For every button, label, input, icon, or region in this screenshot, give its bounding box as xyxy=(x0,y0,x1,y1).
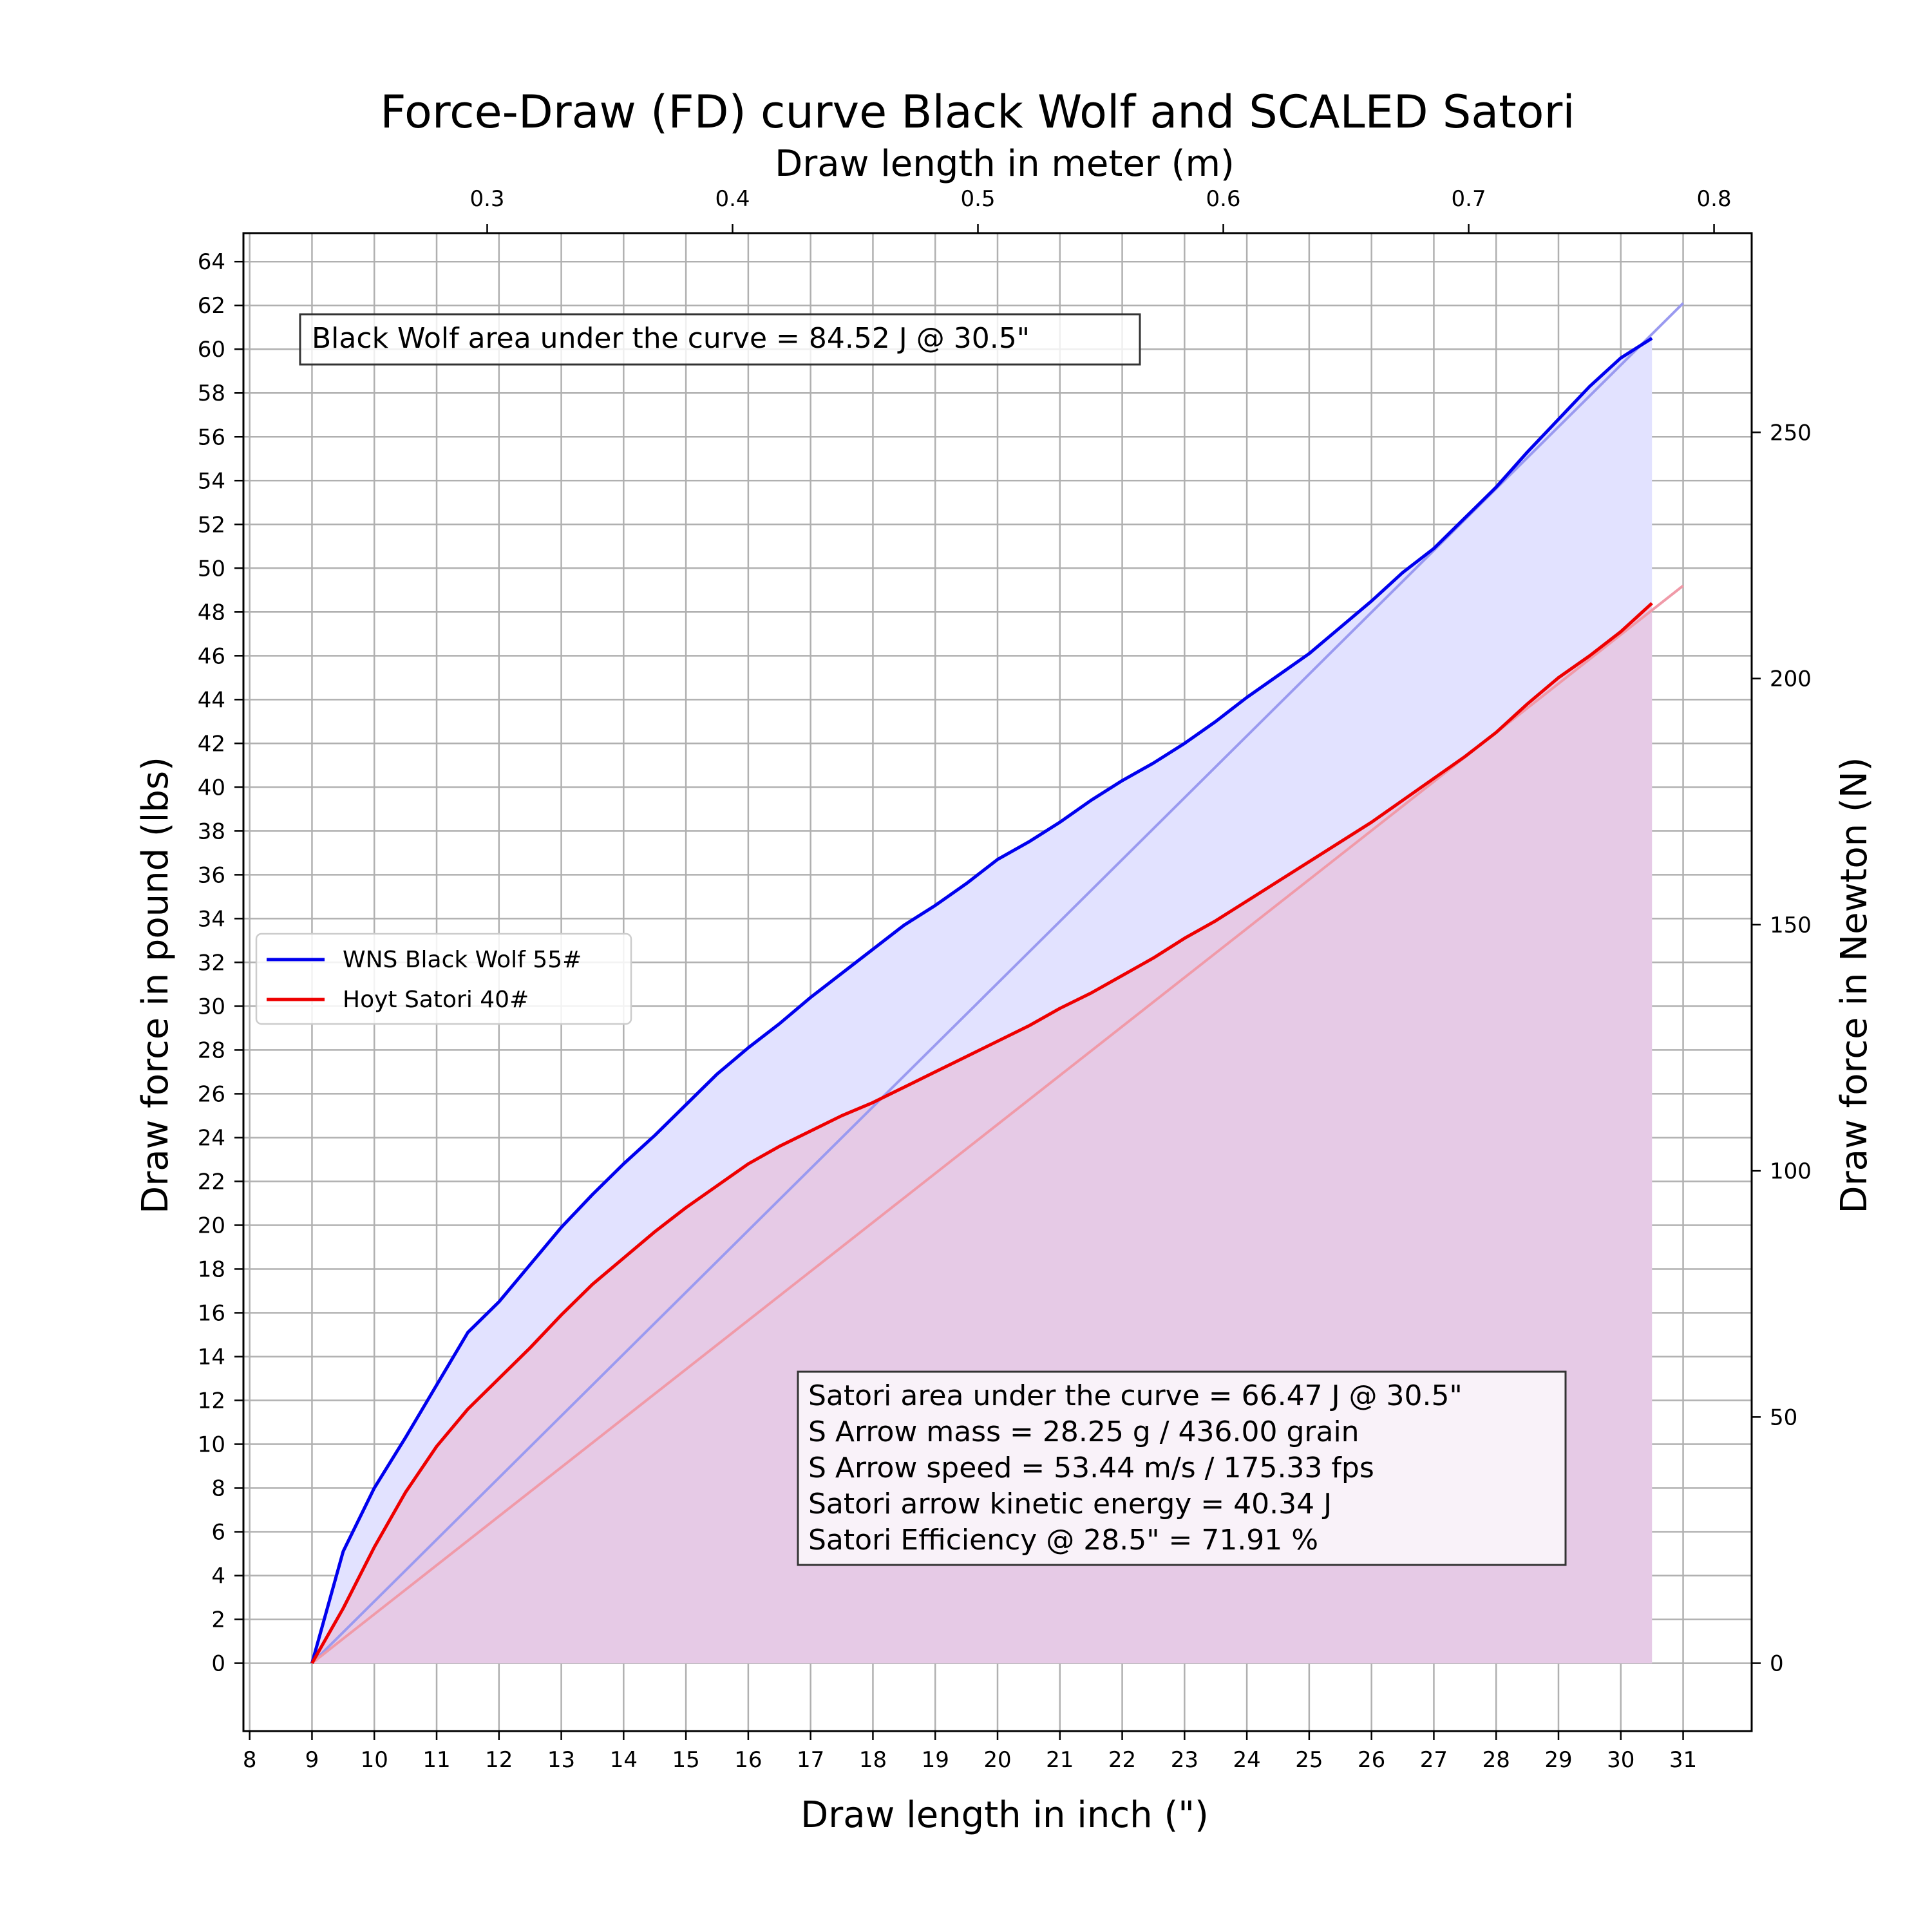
y2-tick-label: 150 xyxy=(1770,913,1812,938)
y-tick-label: 64 xyxy=(198,249,225,275)
y-tick-label: 20 xyxy=(198,1213,225,1238)
x-tick-label: 22 xyxy=(1108,1747,1136,1773)
y2-tick-label: 0 xyxy=(1770,1651,1784,1677)
y-tick-label: 16 xyxy=(198,1300,225,1326)
black-wolf-annotation-frame xyxy=(299,313,1141,366)
satori-annotation-line: Satori arrow kinetic energy = 40.34 J xyxy=(808,1488,1332,1520)
x-tick-label: 24 xyxy=(1233,1747,1260,1773)
x-axis-label: Draw length in inch (") xyxy=(800,1794,1209,1836)
y-tick-label: 8 xyxy=(211,1476,225,1502)
black-wolf-annotation-box: Black Wolf area under the curve = 84.52 … xyxy=(299,313,1141,366)
y-tick-label: 12 xyxy=(198,1388,225,1414)
x-tick-label: 25 xyxy=(1295,1747,1323,1773)
x-tick-label: 9 xyxy=(305,1747,319,1773)
satori-annotation-frame xyxy=(797,1370,1567,1566)
y-tick-label: 62 xyxy=(198,293,225,319)
y-tick-label: 34 xyxy=(198,906,225,932)
x2-tick-label: 0.6 xyxy=(1206,186,1240,212)
satori-annotation-box: Satori area under the curve = 66.47 J @ … xyxy=(797,1370,1567,1566)
x-tick-label: 16 xyxy=(734,1747,762,1773)
y-tick-label: 6 xyxy=(211,1520,225,1546)
y-tick-label: 32 xyxy=(198,950,225,976)
y-tick-label: 14 xyxy=(198,1345,225,1370)
x-tick-label: 17 xyxy=(797,1747,824,1773)
x-tick-label: 13 xyxy=(547,1747,575,1773)
x2-tick-label: 0.4 xyxy=(715,186,750,212)
x-tick-label: 31 xyxy=(1669,1747,1697,1773)
y-tick-label: 50 xyxy=(198,556,225,582)
y2-tick-label: 50 xyxy=(1770,1405,1797,1430)
x-tick-label: 29 xyxy=(1544,1747,1572,1773)
y-tick-label: 24 xyxy=(198,1125,225,1151)
y-tick-label: 22 xyxy=(198,1169,225,1195)
y-tick-label: 52 xyxy=(198,512,225,538)
x-tick-label: 27 xyxy=(1420,1747,1448,1773)
satori-annotation-line: S Arrow mass = 28.25 g / 436.00 grain xyxy=(808,1416,1359,1448)
y2-tick-label: 200 xyxy=(1770,667,1812,692)
x-tick-label: 28 xyxy=(1482,1747,1510,1773)
x2-tick-label: 0.3 xyxy=(469,186,504,212)
y-tick-label: 0 xyxy=(211,1651,225,1677)
y-tick-label: 2 xyxy=(211,1607,225,1633)
legend-label-satori: Hoyt Satori 40# xyxy=(343,987,529,1013)
y-tick-label: 54 xyxy=(198,468,225,494)
x2-tick-label: 0.8 xyxy=(1697,186,1732,212)
x2-tick-label: 0.7 xyxy=(1452,186,1486,212)
x-tick-label: 14 xyxy=(610,1747,638,1773)
x2-axis-label: Draw length in meter (m) xyxy=(775,143,1235,185)
x-tick-label: 12 xyxy=(485,1747,513,1773)
x-tick-label: 11 xyxy=(422,1747,450,1773)
x-tick-label: 18 xyxy=(859,1747,887,1773)
legend: WNS Black Wolf 55# Hoyt Satori 40# xyxy=(255,933,632,1025)
y-tick-label: 58 xyxy=(198,381,225,406)
x-tick-label: 21 xyxy=(1046,1747,1074,1773)
y-tick-label: 56 xyxy=(198,424,225,450)
y-tick-label: 28 xyxy=(198,1037,225,1063)
x-tick-label: 19 xyxy=(922,1747,949,1773)
x-tick-label: 20 xyxy=(983,1747,1011,1773)
black-wolf-annotation-line: Black Wolf area under the curve = 84.52 … xyxy=(312,322,1030,355)
satori-annotation-line: S Arrow speed = 53.44 m/s / 175.33 fps xyxy=(808,1452,1374,1484)
y-tick-label: 40 xyxy=(198,775,225,800)
y-tick-label: 46 xyxy=(198,643,225,669)
x-tick-label: 15 xyxy=(672,1747,699,1773)
y-tick-label: 48 xyxy=(198,600,225,625)
y-tick-label: 4 xyxy=(211,1564,225,1589)
y-tick-label: 26 xyxy=(198,1081,225,1107)
x-tick-label: 8 xyxy=(243,1747,257,1773)
series-line-2 xyxy=(310,601,1653,1664)
x2-tick-label: 0.5 xyxy=(960,186,995,212)
series-line-1 xyxy=(310,337,1653,1664)
y-tick-label: 10 xyxy=(198,1432,225,1458)
legend-frame xyxy=(255,933,632,1025)
legend-label-black-wolf: WNS Black Wolf 55# xyxy=(343,947,582,973)
y-tick-label: 30 xyxy=(198,994,225,1019)
y-tick-label: 38 xyxy=(198,819,225,844)
y-tick-label: 36 xyxy=(198,862,225,888)
satori-annotation-line: Satori Efficiency @ 28.5" = 71.91 % xyxy=(808,1524,1318,1557)
y2-tick-label: 100 xyxy=(1770,1159,1812,1184)
y-tick-label: 44 xyxy=(198,687,225,713)
chart-title: Force-Draw (FD) curve Black Wolf and SCA… xyxy=(380,86,1575,138)
y-tick-label: 60 xyxy=(198,337,225,363)
y-axis-label: Draw force in pound (lbs) xyxy=(135,757,176,1214)
y2-axis-label: Draw force in Newton (N) xyxy=(1833,757,1875,1214)
x-tick-label: 26 xyxy=(1358,1747,1385,1773)
y-tick-label: 42 xyxy=(198,731,225,757)
satori-annotation-line: Satori area under the curve = 66.47 J @ … xyxy=(808,1379,1463,1412)
y-tick-label: 18 xyxy=(198,1256,225,1282)
x-tick-label: 30 xyxy=(1607,1747,1634,1773)
y2-tick-label: 250 xyxy=(1770,420,1812,446)
x-tick-label: 10 xyxy=(361,1747,388,1773)
x-tick-label: 23 xyxy=(1171,1747,1198,1773)
